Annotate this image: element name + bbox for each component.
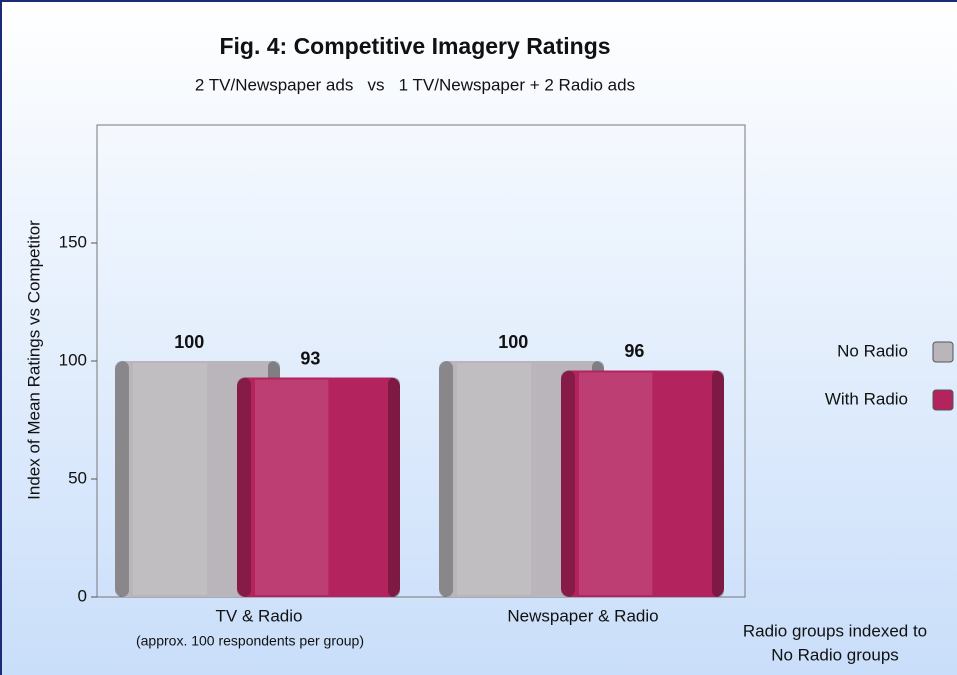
x-tick-label: TV & Radio [216, 606, 303, 625]
legend-swatch [932, 341, 954, 363]
bar-shade [388, 377, 400, 597]
bar-shade [115, 361, 129, 597]
data-label: 93 [300, 348, 320, 368]
legend-label: No Radio [837, 341, 908, 360]
chart-subtitle: 2 TV/Newspaper ads vs 1 TV/Newspaper + 2… [195, 75, 635, 94]
bar [561, 370, 724, 597]
bar [237, 377, 400, 597]
note: No Radio groups [771, 645, 899, 664]
bar-shade [439, 361, 453, 597]
bar-shade [712, 370, 724, 597]
data-label: 100 [498, 332, 528, 352]
bar-shade [561, 370, 575, 597]
bar-highlight [133, 363, 208, 595]
bar-shade [237, 377, 251, 597]
legend-swatch [932, 389, 954, 411]
y-axis-label: Index of Mean Ratings vs Competitor [24, 220, 43, 500]
legend-label: With Radio [825, 389, 908, 408]
y-tick-label: 0 [78, 586, 87, 605]
note: (approx. 100 respondents per group) [136, 633, 364, 649]
data-label: 96 [624, 341, 644, 361]
bar-highlight [255, 379, 329, 595]
note: Radio groups indexed to [743, 621, 927, 640]
data-label: 100 [174, 332, 204, 352]
bar-highlight [457, 363, 532, 595]
x-tick-label: Newspaper & Radio [507, 606, 658, 625]
y-tick-label: 100 [59, 350, 87, 369]
bar-highlight [579, 372, 653, 595]
y-tick-label: 50 [68, 468, 87, 487]
y-tick-label: 150 [59, 232, 87, 251]
chart-title: Fig. 4: Competitive Imagery Ratings [219, 33, 610, 59]
